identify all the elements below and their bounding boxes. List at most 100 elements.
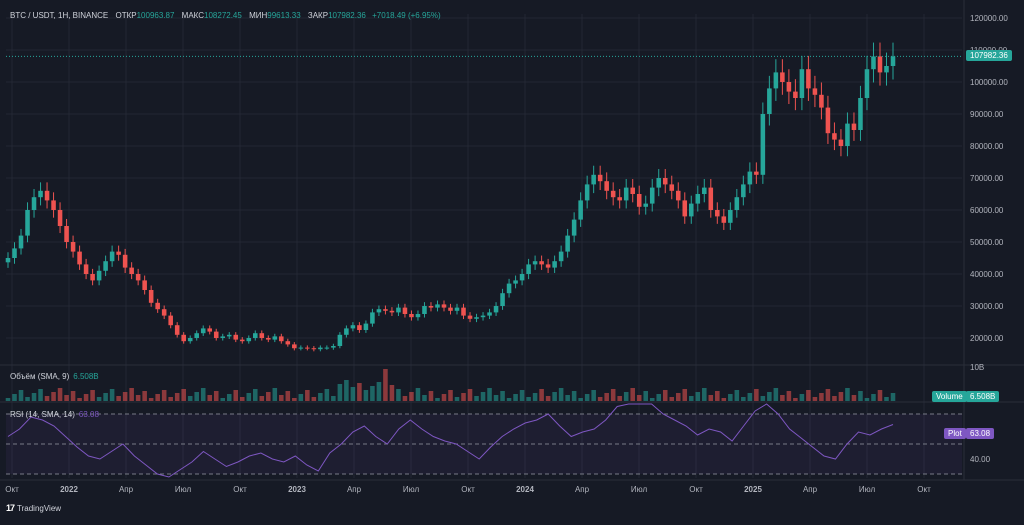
candle-body <box>311 348 317 350</box>
candle-body <box>350 325 356 329</box>
volume-bar <box>383 369 388 401</box>
volume-bar <box>233 390 239 401</box>
volume-value-badge: 6.508B <box>966 391 1000 402</box>
volume-bar <box>597 397 603 401</box>
candle-body <box>871 56 876 70</box>
volume-bar <box>357 383 362 401</box>
candle-body <box>51 200 56 210</box>
candle-body <box>786 82 792 92</box>
volume-bar <box>461 393 466 401</box>
volume-bar <box>415 388 421 401</box>
candle-body <box>344 328 349 335</box>
candle-body <box>806 69 811 89</box>
close-value: 107982.36 <box>328 11 366 20</box>
volume-bar <box>174 393 180 401</box>
candle-body <box>688 203 694 217</box>
candle-body <box>649 187 655 204</box>
candle-body <box>493 306 499 313</box>
rsi-value-badge: 63.08 <box>966 428 995 439</box>
time-axis-label: 2022 <box>60 485 78 494</box>
price-axis-label: 40000.00 <box>970 270 1004 279</box>
volume-bar <box>819 393 824 401</box>
candle-body <box>728 210 733 223</box>
candle-body <box>467 315 473 319</box>
candle-body <box>708 187 714 210</box>
volume-bar <box>409 392 414 401</box>
candle-body <box>318 347 323 350</box>
candle-body <box>734 197 740 210</box>
brand-name: TradingView <box>17 503 62 513</box>
volume-bar <box>487 388 492 401</box>
volume-bar <box>858 391 863 401</box>
volume-bar <box>266 392 271 401</box>
volume-axis-label: 10B <box>970 363 984 372</box>
candle-body <box>187 338 193 342</box>
volume-bar <box>370 386 375 401</box>
candle-body <box>148 290 154 303</box>
candle-body <box>161 309 167 316</box>
time-axis-label: Апр <box>575 485 590 494</box>
volume-bar <box>103 393 108 401</box>
volume-bar <box>780 395 785 401</box>
volume-bar <box>122 392 128 401</box>
volume-legend[interactable]: Объём (SMA, 9) 6.508B <box>10 372 99 381</box>
candle-body <box>181 334 186 342</box>
volume-bar <box>64 395 69 401</box>
volume-bar <box>571 391 577 401</box>
volume-bar <box>298 394 304 401</box>
volume-bar <box>838 392 844 401</box>
candle-body <box>545 264 551 268</box>
volume-bar <box>454 397 460 401</box>
candle-body <box>506 283 512 294</box>
candle-body <box>721 216 727 223</box>
price-axis-label: 80000.00 <box>970 142 1004 151</box>
volume-bar <box>77 398 82 401</box>
volume-bar <box>890 393 896 401</box>
volume-bar <box>493 395 499 401</box>
volume-bar <box>734 390 740 401</box>
candle-body <box>70 242 76 252</box>
volume-bar <box>532 393 538 401</box>
volume-bar <box>806 390 811 401</box>
candle-body <box>415 314 421 318</box>
volume-bar <box>168 397 173 401</box>
candle-body <box>441 304 447 308</box>
candle-body <box>38 190 43 198</box>
low-value: 99613.33 <box>267 11 301 20</box>
candle-body <box>793 91 798 98</box>
candle-body <box>57 210 63 226</box>
volume-bar <box>239 397 245 401</box>
candle-body <box>402 307 408 314</box>
rsi-title-badge: Plot <box>944 428 966 439</box>
volume-bar <box>350 387 356 401</box>
volume-bar <box>825 389 831 401</box>
volume-bar <box>155 394 160 401</box>
rsi-legend[interactable]: RSI (14, SMA, 14) 63.08 <box>10 410 99 419</box>
candle-body <box>532 261 538 265</box>
volume-bar <box>344 380 349 401</box>
candle-body <box>597 174 603 182</box>
volume-bar <box>871 394 876 401</box>
volume-bar <box>402 396 408 401</box>
volume-bar <box>5 398 11 401</box>
candle-body <box>207 328 213 332</box>
candle-body <box>168 315 173 326</box>
candle-body <box>109 251 115 262</box>
candle-body <box>122 254 128 268</box>
volume-bar <box>773 388 779 401</box>
candle-body <box>845 123 850 146</box>
candle-body <box>194 333 199 338</box>
volume-bar <box>741 397 746 401</box>
volume-bar <box>845 388 850 401</box>
volume-bar <box>194 392 199 401</box>
volume-bar <box>578 398 583 401</box>
candle-body <box>487 312 492 316</box>
candle-body <box>298 347 304 349</box>
candle-body <box>357 325 362 330</box>
candle-body <box>5 258 11 263</box>
candle-body <box>526 264 531 274</box>
tradingview-footer[interactable]: 17 TradingView <box>6 503 61 513</box>
symbol-name[interactable]: BTC / USDT, 1H, BINANCE <box>10 11 109 20</box>
